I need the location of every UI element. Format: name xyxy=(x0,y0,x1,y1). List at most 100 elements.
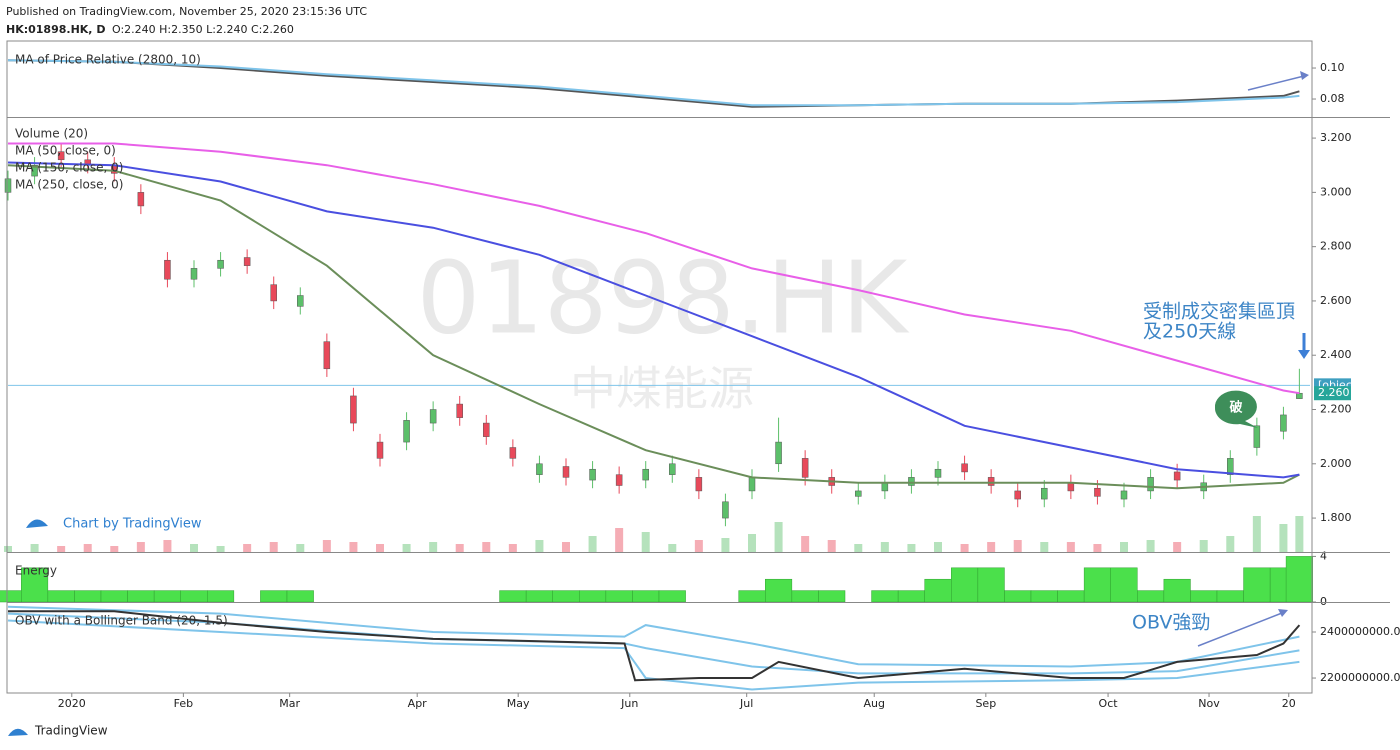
logo xyxy=(8,728,28,736)
legend-entry: Volume (20) xyxy=(15,127,88,141)
energy-bar xyxy=(818,590,846,603)
price-label-box xyxy=(1314,386,1351,401)
volume-bar xyxy=(1295,516,1304,552)
x-tick-label: Sep xyxy=(975,697,996,710)
candle-body xyxy=(297,295,304,307)
candle-body xyxy=(323,341,331,370)
annotation-text: 及250天線 xyxy=(1143,321,1236,343)
candle-body xyxy=(881,482,889,492)
energy-bar xyxy=(552,590,580,603)
volume-bar xyxy=(136,542,145,552)
volume-bar xyxy=(694,540,703,552)
y-tick-label: 1.800 xyxy=(1320,511,1352,524)
volume-bar xyxy=(57,546,66,552)
chart-by[interactable]: Chart by TradingView xyxy=(63,517,202,532)
energy-bar xyxy=(871,590,899,603)
series-line xyxy=(7,161,1300,479)
candle-body xyxy=(456,403,463,418)
footer-brand[interactable]: TradingView xyxy=(34,724,108,738)
candle-body xyxy=(350,395,357,424)
candle-body xyxy=(801,458,809,478)
annotation-arrow xyxy=(1247,75,1305,91)
volume-bar xyxy=(562,542,570,552)
series-line xyxy=(8,142,1300,395)
volume-bar xyxy=(269,542,278,552)
energy-bar xyxy=(127,590,155,603)
volume-bar xyxy=(1040,542,1049,552)
annotation-text: OBV強勁 xyxy=(1132,612,1210,634)
energy-bar xyxy=(1110,567,1138,603)
candle-body xyxy=(164,259,171,280)
x-tick-label: Aug xyxy=(863,697,884,710)
volume-bar xyxy=(1013,540,1022,552)
annotation-arrow xyxy=(1197,612,1283,647)
candle-body xyxy=(908,477,915,486)
volume-bar xyxy=(30,544,39,552)
annotation-text: 受制成交密集區頂 xyxy=(1143,301,1295,323)
energy-bar xyxy=(977,567,1005,603)
candle-body xyxy=(722,501,729,519)
volume-bar xyxy=(1093,544,1102,552)
candle-body xyxy=(775,441,782,465)
energy-bar xyxy=(499,590,527,603)
volume-bar xyxy=(322,540,331,552)
annotation-arrow-head xyxy=(1298,350,1310,359)
watermark-name: 中煤能源 xyxy=(570,362,754,416)
candle-body xyxy=(137,192,145,207)
candle-body xyxy=(934,468,942,478)
candle-body xyxy=(1173,471,1181,481)
candle-body xyxy=(1253,425,1261,448)
volume-bar xyxy=(243,544,252,552)
volume-bar xyxy=(827,540,836,552)
y-tick-label: 2400000000.0 xyxy=(1320,625,1400,638)
candle-body xyxy=(1041,487,1048,500)
energy-bar xyxy=(579,590,607,603)
pane-title: MA of Price Relative (2800, 10) xyxy=(15,53,201,67)
ohlc: O:2.240 H:2.350 L:2.240 C:2.260 xyxy=(112,23,294,36)
candle-body xyxy=(57,151,65,161)
energy-bar xyxy=(791,590,819,603)
candle-body xyxy=(987,477,995,486)
energy-bar xyxy=(1030,590,1058,603)
series-line xyxy=(7,59,1300,108)
y-tick-label: 0 xyxy=(1320,595,1327,608)
candle-body xyxy=(748,477,756,492)
candle-body xyxy=(1014,490,1021,500)
x-tick-label: May xyxy=(507,697,530,710)
plot-layers: 2020 Feb Mar Apr May Jun Jul Aug Sep Oct Nov 20 0.10… xyxy=(0,53,1400,710)
energy-bar xyxy=(605,590,633,603)
y-tick-label: 2.000 xyxy=(1320,457,1352,470)
energy-bar xyxy=(1243,567,1271,603)
volume-bar xyxy=(801,536,810,552)
candle-body xyxy=(483,422,490,437)
series-line xyxy=(7,612,1300,675)
energy-bar xyxy=(153,590,181,603)
y-tick-label: 4 xyxy=(1320,549,1327,562)
energy-bar xyxy=(180,590,208,603)
volume-bar xyxy=(508,544,517,552)
energy-bar xyxy=(0,590,22,603)
volume-bar xyxy=(1226,536,1235,552)
energy-bar xyxy=(1190,590,1218,603)
x-tick-label: Jun xyxy=(620,697,638,710)
volume-bar xyxy=(429,542,438,552)
series-line xyxy=(7,164,1300,490)
legend-entry: MA (50, close, 0) xyxy=(15,144,116,158)
volume-bar xyxy=(1120,542,1128,552)
annotation-text: 破 xyxy=(1229,400,1242,416)
pane-title: Energy xyxy=(15,564,57,578)
volume-bar xyxy=(615,528,624,552)
series-line xyxy=(8,610,1301,682)
series-line xyxy=(7,619,1300,691)
x-tick-label: Mar xyxy=(279,697,300,710)
candle-body xyxy=(642,468,649,481)
volume-bar xyxy=(402,544,411,552)
y-tick-label: 2.600 xyxy=(1320,294,1352,307)
volume-bar xyxy=(1066,542,1075,552)
volume-bar xyxy=(349,542,358,552)
volume-bar xyxy=(668,544,677,552)
volume-bar xyxy=(748,534,756,552)
x-tick-label: 2020 xyxy=(58,697,86,710)
x-tick-label: Oct xyxy=(1099,697,1119,710)
